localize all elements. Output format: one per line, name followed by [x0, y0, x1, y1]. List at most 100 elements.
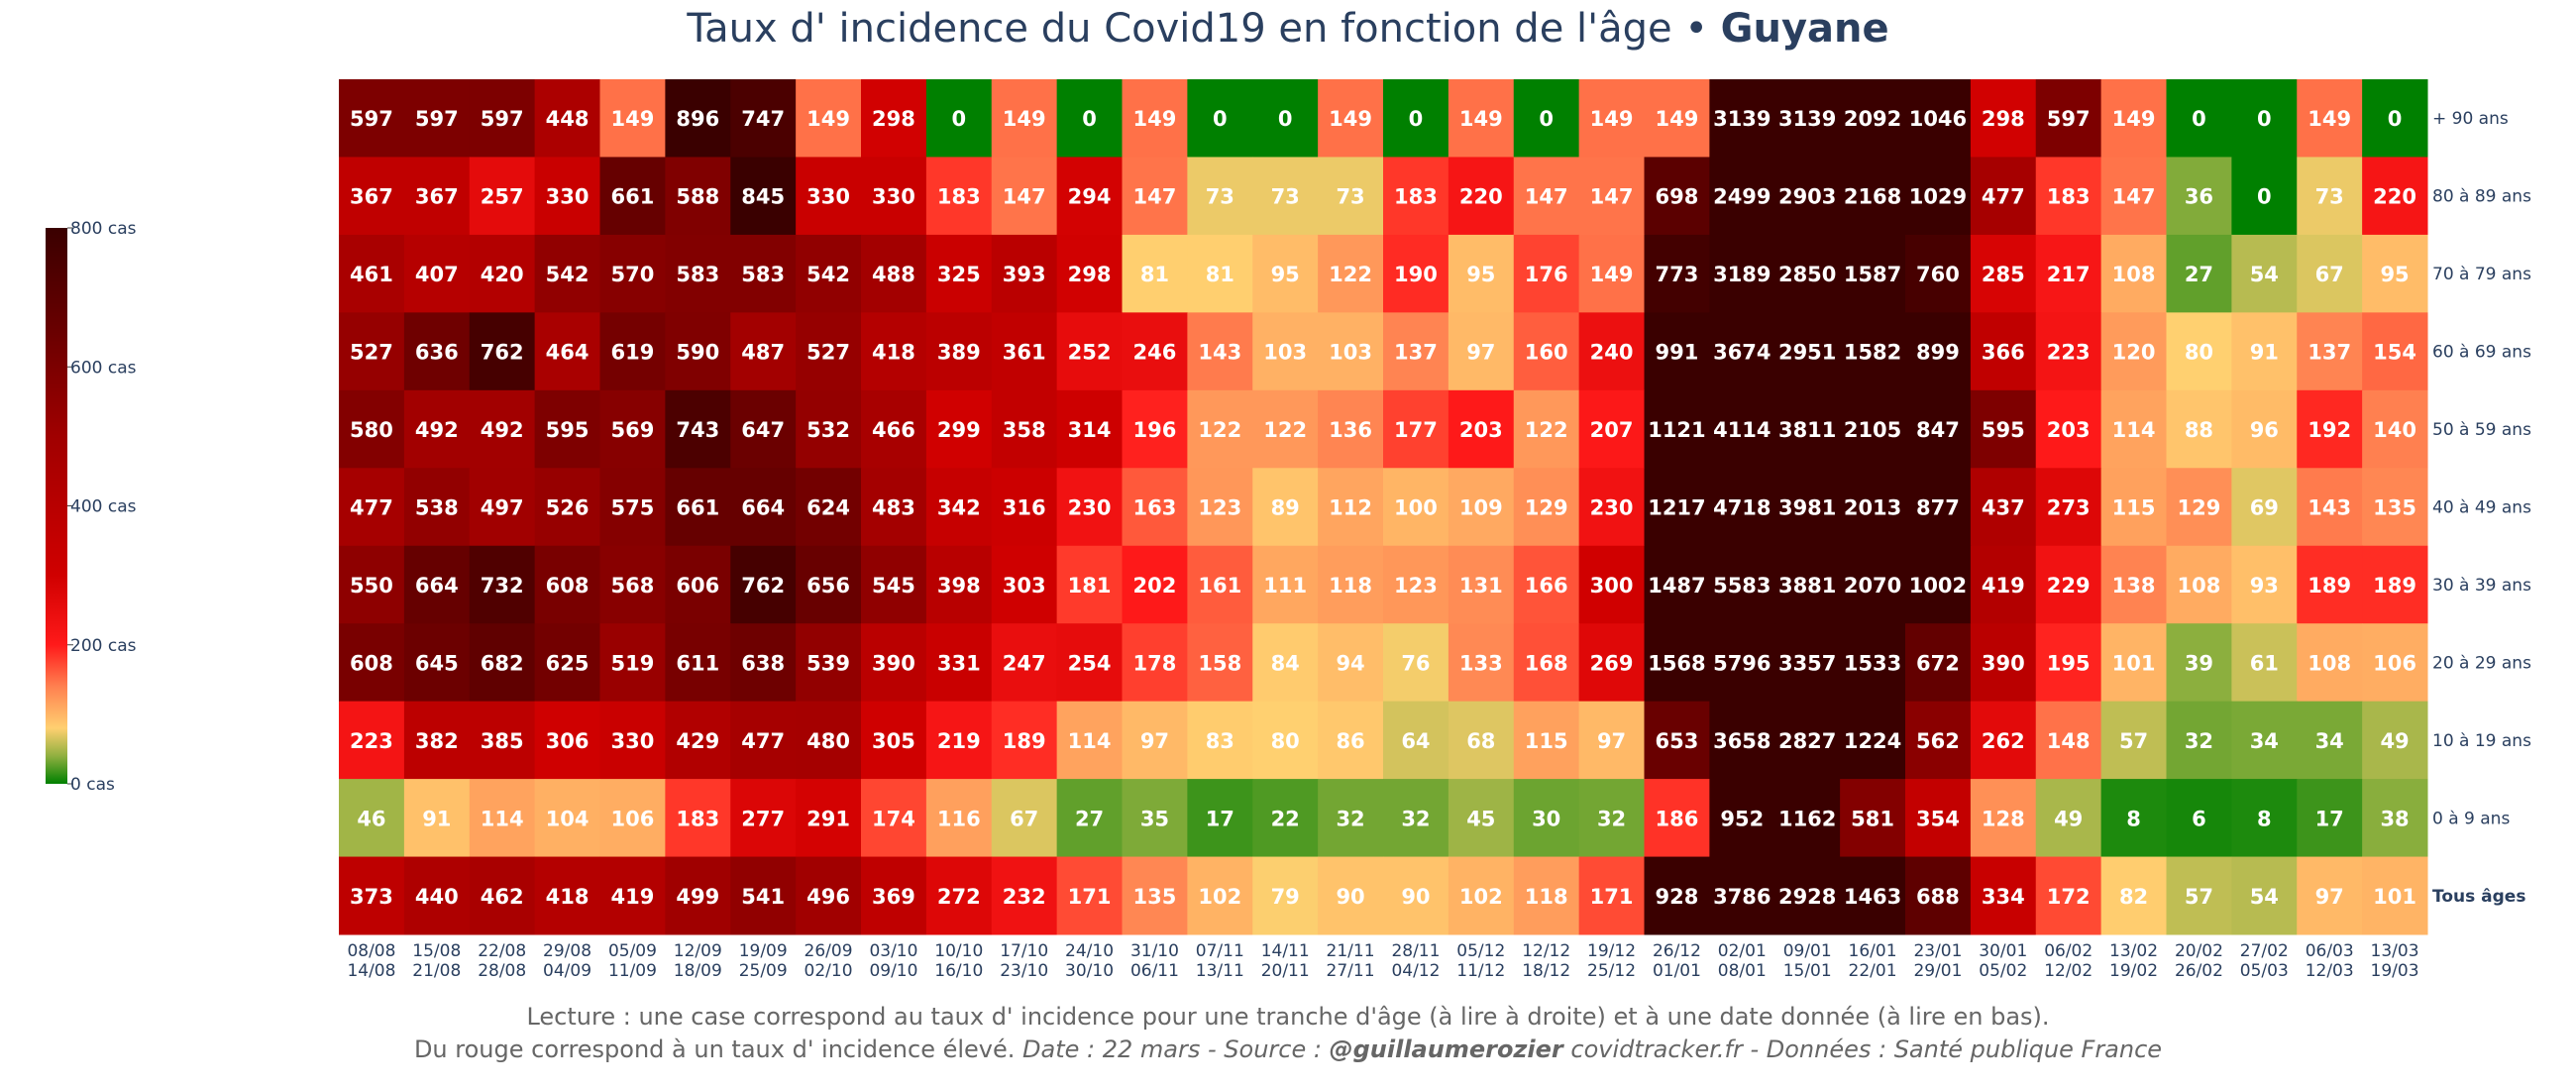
- heatmap-cell: [1709, 157, 1775, 236]
- heatmap-cell: [2297, 312, 2363, 391]
- cell-value-label: 581: [1851, 807, 1894, 830]
- cell-value-label: 172: [2047, 885, 2091, 909]
- cell-value-label: 664: [741, 496, 785, 520]
- cell-value-label: 67: [2315, 263, 2344, 286]
- heatmap-cell: [796, 312, 862, 391]
- cell-value-label: 192: [2308, 418, 2351, 442]
- heatmap-cell: [534, 312, 601, 391]
- cell-value-label: 568: [611, 574, 655, 598]
- heatmap-cell: [1448, 701, 1515, 780]
- heatmap-cell: [1644, 545, 1710, 624]
- heatmap-cell: [2035, 312, 2102, 391]
- row-label: 50 à 59 ans: [2432, 420, 2531, 440]
- heatmap-cell: [665, 157, 731, 236]
- heatmap-cell: [1709, 312, 1775, 391]
- cell-value-label: 257: [481, 185, 524, 209]
- heatmap-cell: [925, 856, 993, 935]
- cell-value-label: 588: [676, 185, 719, 209]
- cell-value-label: 285: [1982, 263, 2025, 286]
- cell-value-label: 2105: [1844, 418, 1901, 442]
- heatmap-cell: [1056, 234, 1124, 313]
- heatmap-cell: [1644, 623, 1710, 703]
- heatmap-cell: [1905, 856, 1972, 935]
- heatmap-cell: [925, 234, 993, 313]
- colorbar-tick-label: 600 cas: [70, 358, 137, 378]
- column-label: 05/12 11/12: [1456, 941, 1505, 981]
- heatmap-cell: [665, 856, 731, 935]
- heatmap-cell: [796, 389, 862, 469]
- cell-value-label: 1002: [1909, 574, 1967, 598]
- heatmap-cell: [1644, 234, 1710, 313]
- cell-value-label: 149: [1003, 107, 1046, 131]
- cell-value-label: 1582: [1844, 341, 1901, 365]
- cell-value-label: 636: [415, 341, 459, 365]
- cell-value-label: 291: [806, 807, 850, 830]
- cell-value-label: 252: [1068, 341, 1112, 365]
- heatmap-cell: [403, 468, 471, 547]
- heatmap-cell: [861, 234, 927, 313]
- heatmap-cell: [1774, 779, 1841, 858]
- cell-value-label: 64: [1401, 729, 1430, 753]
- cell-value-label: 316: [1003, 496, 1046, 520]
- column-label: 26/09 02/10: [805, 941, 853, 981]
- heatmap-cell: [1252, 468, 1319, 547]
- heatmap-cell: [599, 856, 666, 935]
- heatmap-cell: [1513, 157, 1580, 236]
- heatmap-cell: [1578, 623, 1646, 703]
- heatmap-cell: [796, 856, 862, 935]
- cell-value-label: 223: [2047, 341, 2091, 365]
- cell-value-label: 575: [611, 496, 655, 520]
- heatmap-cell: [1187, 468, 1253, 547]
- heatmap-cell: [861, 468, 927, 547]
- cell-value-label: 390: [1982, 651, 2025, 675]
- cell-value-label: 570: [611, 263, 655, 286]
- cell-value-label: 762: [741, 574, 785, 598]
- cell-value-label: 418: [546, 885, 590, 909]
- cell-value-label: 32: [1336, 807, 1364, 830]
- cell-value-label: 653: [1656, 729, 1699, 753]
- column-label: 20/02 26/02: [2175, 941, 2223, 981]
- heatmap-cell: [2100, 468, 2168, 547]
- cell-value-label: 177: [1394, 418, 1438, 442]
- heatmap-cell: [534, 701, 601, 780]
- cell-value-label: 569: [611, 418, 655, 442]
- cell-value-label: 466: [872, 418, 915, 442]
- heatmap-cell: [730, 312, 797, 391]
- row-label: 60 à 69 ans: [2432, 343, 2531, 363]
- heatmap-cell: [2231, 468, 2298, 547]
- cell-value-label: 91: [2250, 341, 2279, 365]
- cell-value-label: 298: [1982, 107, 2025, 131]
- cell-value-label: 131: [1459, 574, 1503, 598]
- cell-value-label: 178: [1133, 651, 1177, 675]
- cell-value-label: 81: [1140, 263, 1169, 286]
- cell-value-label: 390: [872, 651, 915, 675]
- heatmap-cell: [339, 234, 405, 313]
- cell-value-label: 147: [1133, 185, 1177, 209]
- heatmap-cell: [1318, 79, 1384, 158]
- heatmap-cell: [2166, 701, 2232, 780]
- heatmap-cell: [2166, 623, 2232, 703]
- heatmap-cell: [2297, 234, 2363, 313]
- footer-note: Du rouge correspond à un taux d' inciden…: [413, 1036, 1023, 1063]
- cell-value-label: 118: [1329, 574, 1372, 598]
- cell-value-label: 3189: [1713, 263, 1771, 286]
- cell-value-label: 183: [1394, 185, 1438, 209]
- cell-value-label: 262: [1982, 729, 2025, 753]
- heatmap-cell: [1056, 701, 1124, 780]
- cell-value-label: 163: [1133, 496, 1177, 520]
- heatmap-cell: [1318, 779, 1384, 858]
- cell-value-label: 135: [1133, 885, 1177, 909]
- cell-value-label: 2850: [1778, 263, 1836, 286]
- cell-value-label: 195: [2047, 651, 2091, 675]
- cell-value-label: 114: [2112, 418, 2156, 442]
- heatmap-cell: [1122, 701, 1188, 780]
- cell-value-label: 109: [1459, 496, 1503, 520]
- cell-value-label: 203: [2047, 418, 2091, 442]
- cell-value-label: 112: [1329, 496, 1372, 520]
- cell-value-label: 207: [1590, 418, 1634, 442]
- heatmap-cell: [403, 623, 471, 703]
- column-labels: 08/08 14/08 15/08 21/08 22/08 28/08 29/08 04/09…: [347, 941, 2418, 981]
- cell-value-label: 847: [1916, 418, 1960, 442]
- heatmap-cell: [2100, 389, 2168, 469]
- cell-value-label: 325: [937, 263, 981, 286]
